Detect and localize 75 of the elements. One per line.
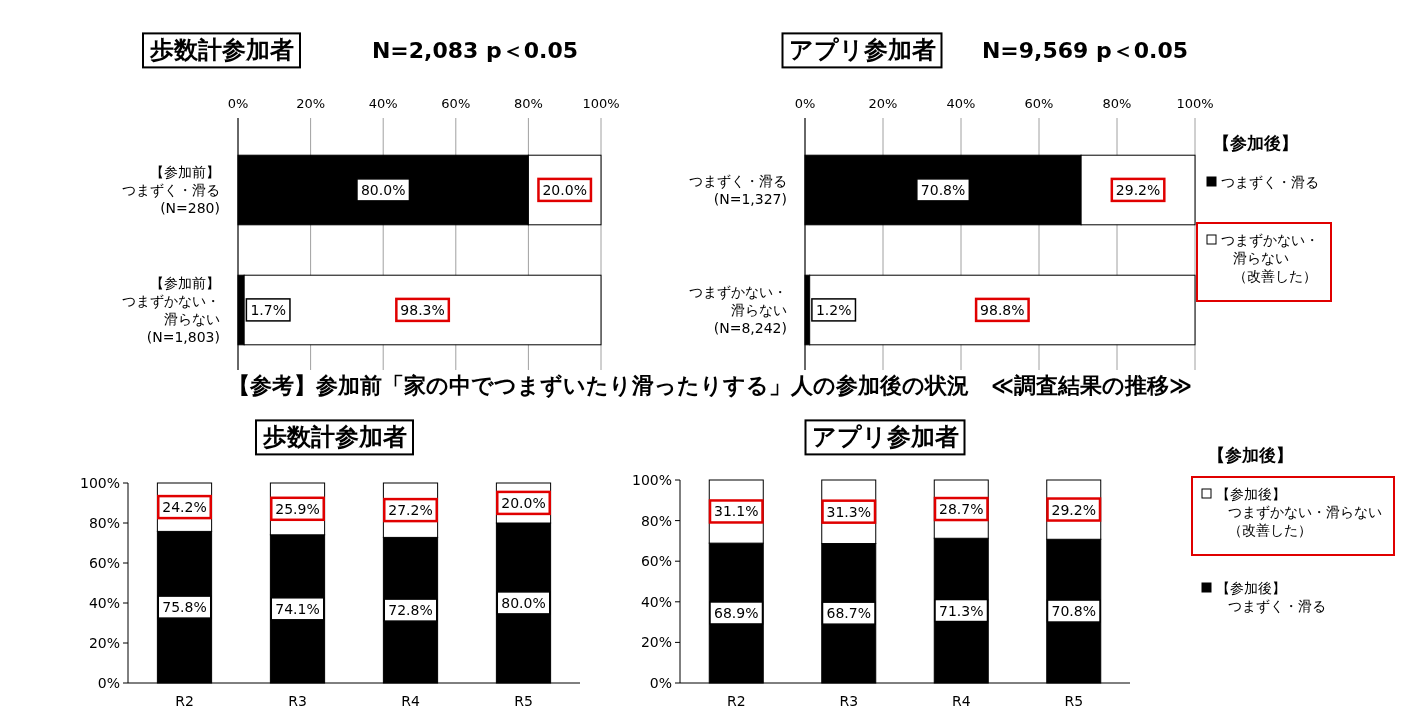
legend-label: 【参加後】つまずく・滑る <box>1216 580 1326 614</box>
x-tick-label: 20% <box>296 95 326 111</box>
x-tick-label: R2 <box>726 692 746 709</box>
x-tick-label: R4 <box>401 692 420 709</box>
data-label: 74.1% <box>275 600 320 617</box>
legend-title: 【参加後】 <box>1207 444 1293 465</box>
data-label: 29.2% <box>1051 501 1096 518</box>
x-tick-label: 100% <box>582 95 620 111</box>
data-label: 1.7% <box>250 301 286 318</box>
x-tick-label: 60% <box>441 95 471 111</box>
y-tick-label: つまずかない・滑らない(N=8,242) <box>689 283 787 337</box>
text: 【参考】参加前「家の中でつまずいたり滑ったりする」人の参加後の状況 ≪調査結果の推移≫ <box>227 372 1193 399</box>
y-tick-label: 【参加前】つまずく・滑る(N=280) <box>122 163 220 217</box>
x-tick-label: 80% <box>513 95 543 111</box>
x-tick-label: R5 <box>514 692 533 709</box>
data-label: 68.7% <box>826 605 871 622</box>
legend-label: つまずく・滑る <box>1221 174 1319 190</box>
x-tick-label: 0% <box>227 95 249 111</box>
x-tick-label: R2 <box>175 692 194 709</box>
y-tick-label: 80% <box>640 512 672 529</box>
chart-title: 歩数計参加者 <box>149 36 294 65</box>
data-label: 1.2% <box>815 301 852 318</box>
x-tick-label: 20% <box>868 95 898 111</box>
y-tick-label: 40% <box>88 594 120 611</box>
data-label: 70.8% <box>1051 603 1096 620</box>
data-label: 25.9% <box>275 500 320 517</box>
data-label: 98.3% <box>400 301 445 318</box>
y-tick-label: 80% <box>88 514 120 531</box>
y-tick-label: 40% <box>640 593 672 610</box>
data-label: 72.8% <box>388 602 433 619</box>
chart-title: 歩数計参加者 <box>262 423 407 452</box>
legend-label: つまずかない・滑らない（改善した） <box>1221 232 1319 284</box>
y-tick-label: 20% <box>640 634 672 651</box>
y-tick-label: 100% <box>79 474 120 491</box>
data-label: 24.2% <box>162 499 207 516</box>
x-tick-label: 100% <box>1176 95 1214 111</box>
chart-title: アプリ参加者 <box>811 423 959 452</box>
data-label: 31.3% <box>826 503 871 520</box>
chart-subtitle: N=2,083 p＜0.05 <box>371 37 579 63</box>
y-tick-label: 60% <box>88 554 120 571</box>
data-label: 31.1% <box>714 503 759 520</box>
data-label: 20.0% <box>501 494 546 511</box>
data-label: 98.8% <box>980 301 1025 318</box>
data-label: 80.0% <box>360 181 406 198</box>
bar <box>243 274 602 346</box>
x-tick-label: R3 <box>839 692 859 709</box>
data-label: 27.2% <box>388 502 433 519</box>
x-tick-label: 40% <box>368 95 398 111</box>
y-tick-label: 60% <box>640 553 672 570</box>
x-tick-label: R4 <box>951 692 971 709</box>
x-tick-label: 40% <box>946 95 976 111</box>
y-tick-label: 0% <box>649 674 672 691</box>
data-label: 71.3% <box>939 602 984 619</box>
data-label: 80.0% <box>501 594 546 611</box>
y-tick-label: 100% <box>631 471 672 488</box>
x-tick-label: R5 <box>1064 692 1084 709</box>
x-tick-label: R3 <box>288 692 307 709</box>
x-tick-label: 0% <box>794 95 816 111</box>
y-tick-label: 20% <box>88 634 120 651</box>
data-label: 29.2% <box>1115 181 1161 198</box>
legend-label: 【参加後】つまずかない・滑らない（改善した） <box>1216 486 1382 538</box>
data-label: 68.9% <box>714 604 759 621</box>
data-label: 20.0% <box>542 181 587 198</box>
data-label: 70.8% <box>920 181 966 198</box>
x-tick-label: 60% <box>1024 95 1054 111</box>
y-tick-label: 【参加前】つまずかない・滑らない(N=1,803) <box>122 274 220 346</box>
legend-title: 【参加後】 <box>1212 132 1298 153</box>
chart-title: アプリ参加者 <box>788 36 936 65</box>
y-tick-label: 0% <box>97 674 120 691</box>
data-label: 75.8% <box>162 599 207 616</box>
y-tick-label: つまずく・滑る(N=1,327) <box>689 172 787 207</box>
chart-subtitle: N=9,569 p＜0.05 <box>981 37 1189 63</box>
data-label: 28.7% <box>939 501 984 518</box>
x-tick-label: 80% <box>1102 95 1132 111</box>
bar <box>809 274 1196 346</box>
